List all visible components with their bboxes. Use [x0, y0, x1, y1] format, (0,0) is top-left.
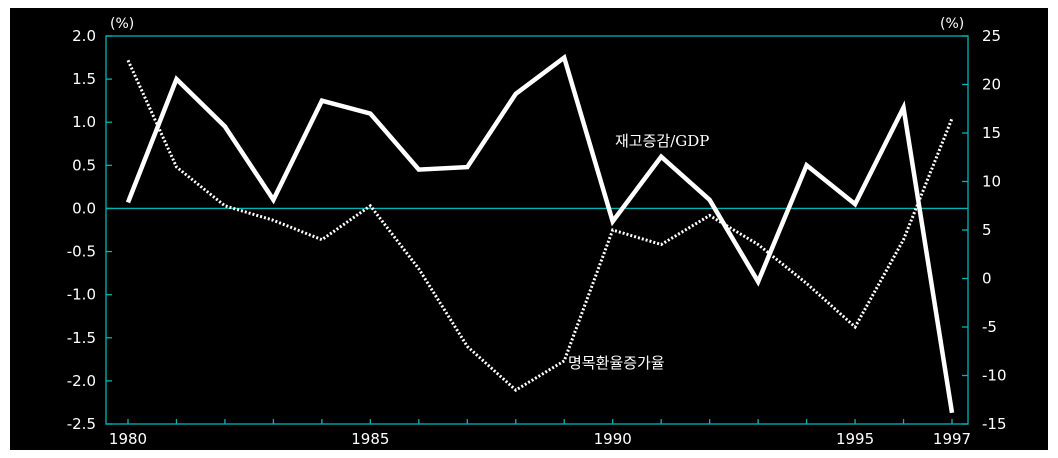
- left-tick-label: 1.0: [72, 113, 96, 131]
- right-tick-label: -5: [982, 318, 997, 336]
- right-tick-label: 10: [982, 173, 1001, 191]
- right-axis-unit: (%): [940, 16, 964, 32]
- right-tick-label: 20: [982, 76, 1001, 94]
- left-tick-label: -1.5: [67, 329, 96, 347]
- series-line-inventory-gdp: [125, 53, 955, 414]
- left-tick-label: -1.0: [67, 286, 96, 304]
- x-tick-label: 1995: [836, 430, 874, 448]
- left-axis-unit: (%): [110, 16, 134, 32]
- right-tick-label: 5: [982, 221, 992, 239]
- right-tick-label: 25: [982, 27, 1001, 45]
- left-tick-label: -2.0: [67, 372, 96, 390]
- left-tick-label: 1.5: [72, 70, 96, 88]
- right-tick-label: 15: [982, 124, 1001, 142]
- left-tick-label: -0.5: [67, 243, 96, 261]
- series-label-exchange-rate: 명목환율증가율: [568, 354, 665, 372]
- x-tick-label: 1985: [351, 430, 389, 448]
- left-tick-label: 0.0: [72, 199, 96, 217]
- series-label-inventory-gdp: 재고증감/GDP: [615, 132, 709, 150]
- right-tick-label: 0: [982, 270, 992, 288]
- right-tick-label: -15: [982, 415, 1007, 433]
- left-tick-label: 0.5: [72, 156, 96, 174]
- left-tick-label: 2.0: [72, 27, 96, 45]
- x-tick-label: 1990: [594, 430, 632, 448]
- left-tick-label: -2.5: [67, 415, 96, 433]
- right-tick-label: -10: [982, 367, 1007, 385]
- x-tick-label: 1980: [109, 430, 147, 448]
- series-line-exchange-rate: [126, 59, 954, 392]
- x-tick-label: 1997: [933, 430, 971, 448]
